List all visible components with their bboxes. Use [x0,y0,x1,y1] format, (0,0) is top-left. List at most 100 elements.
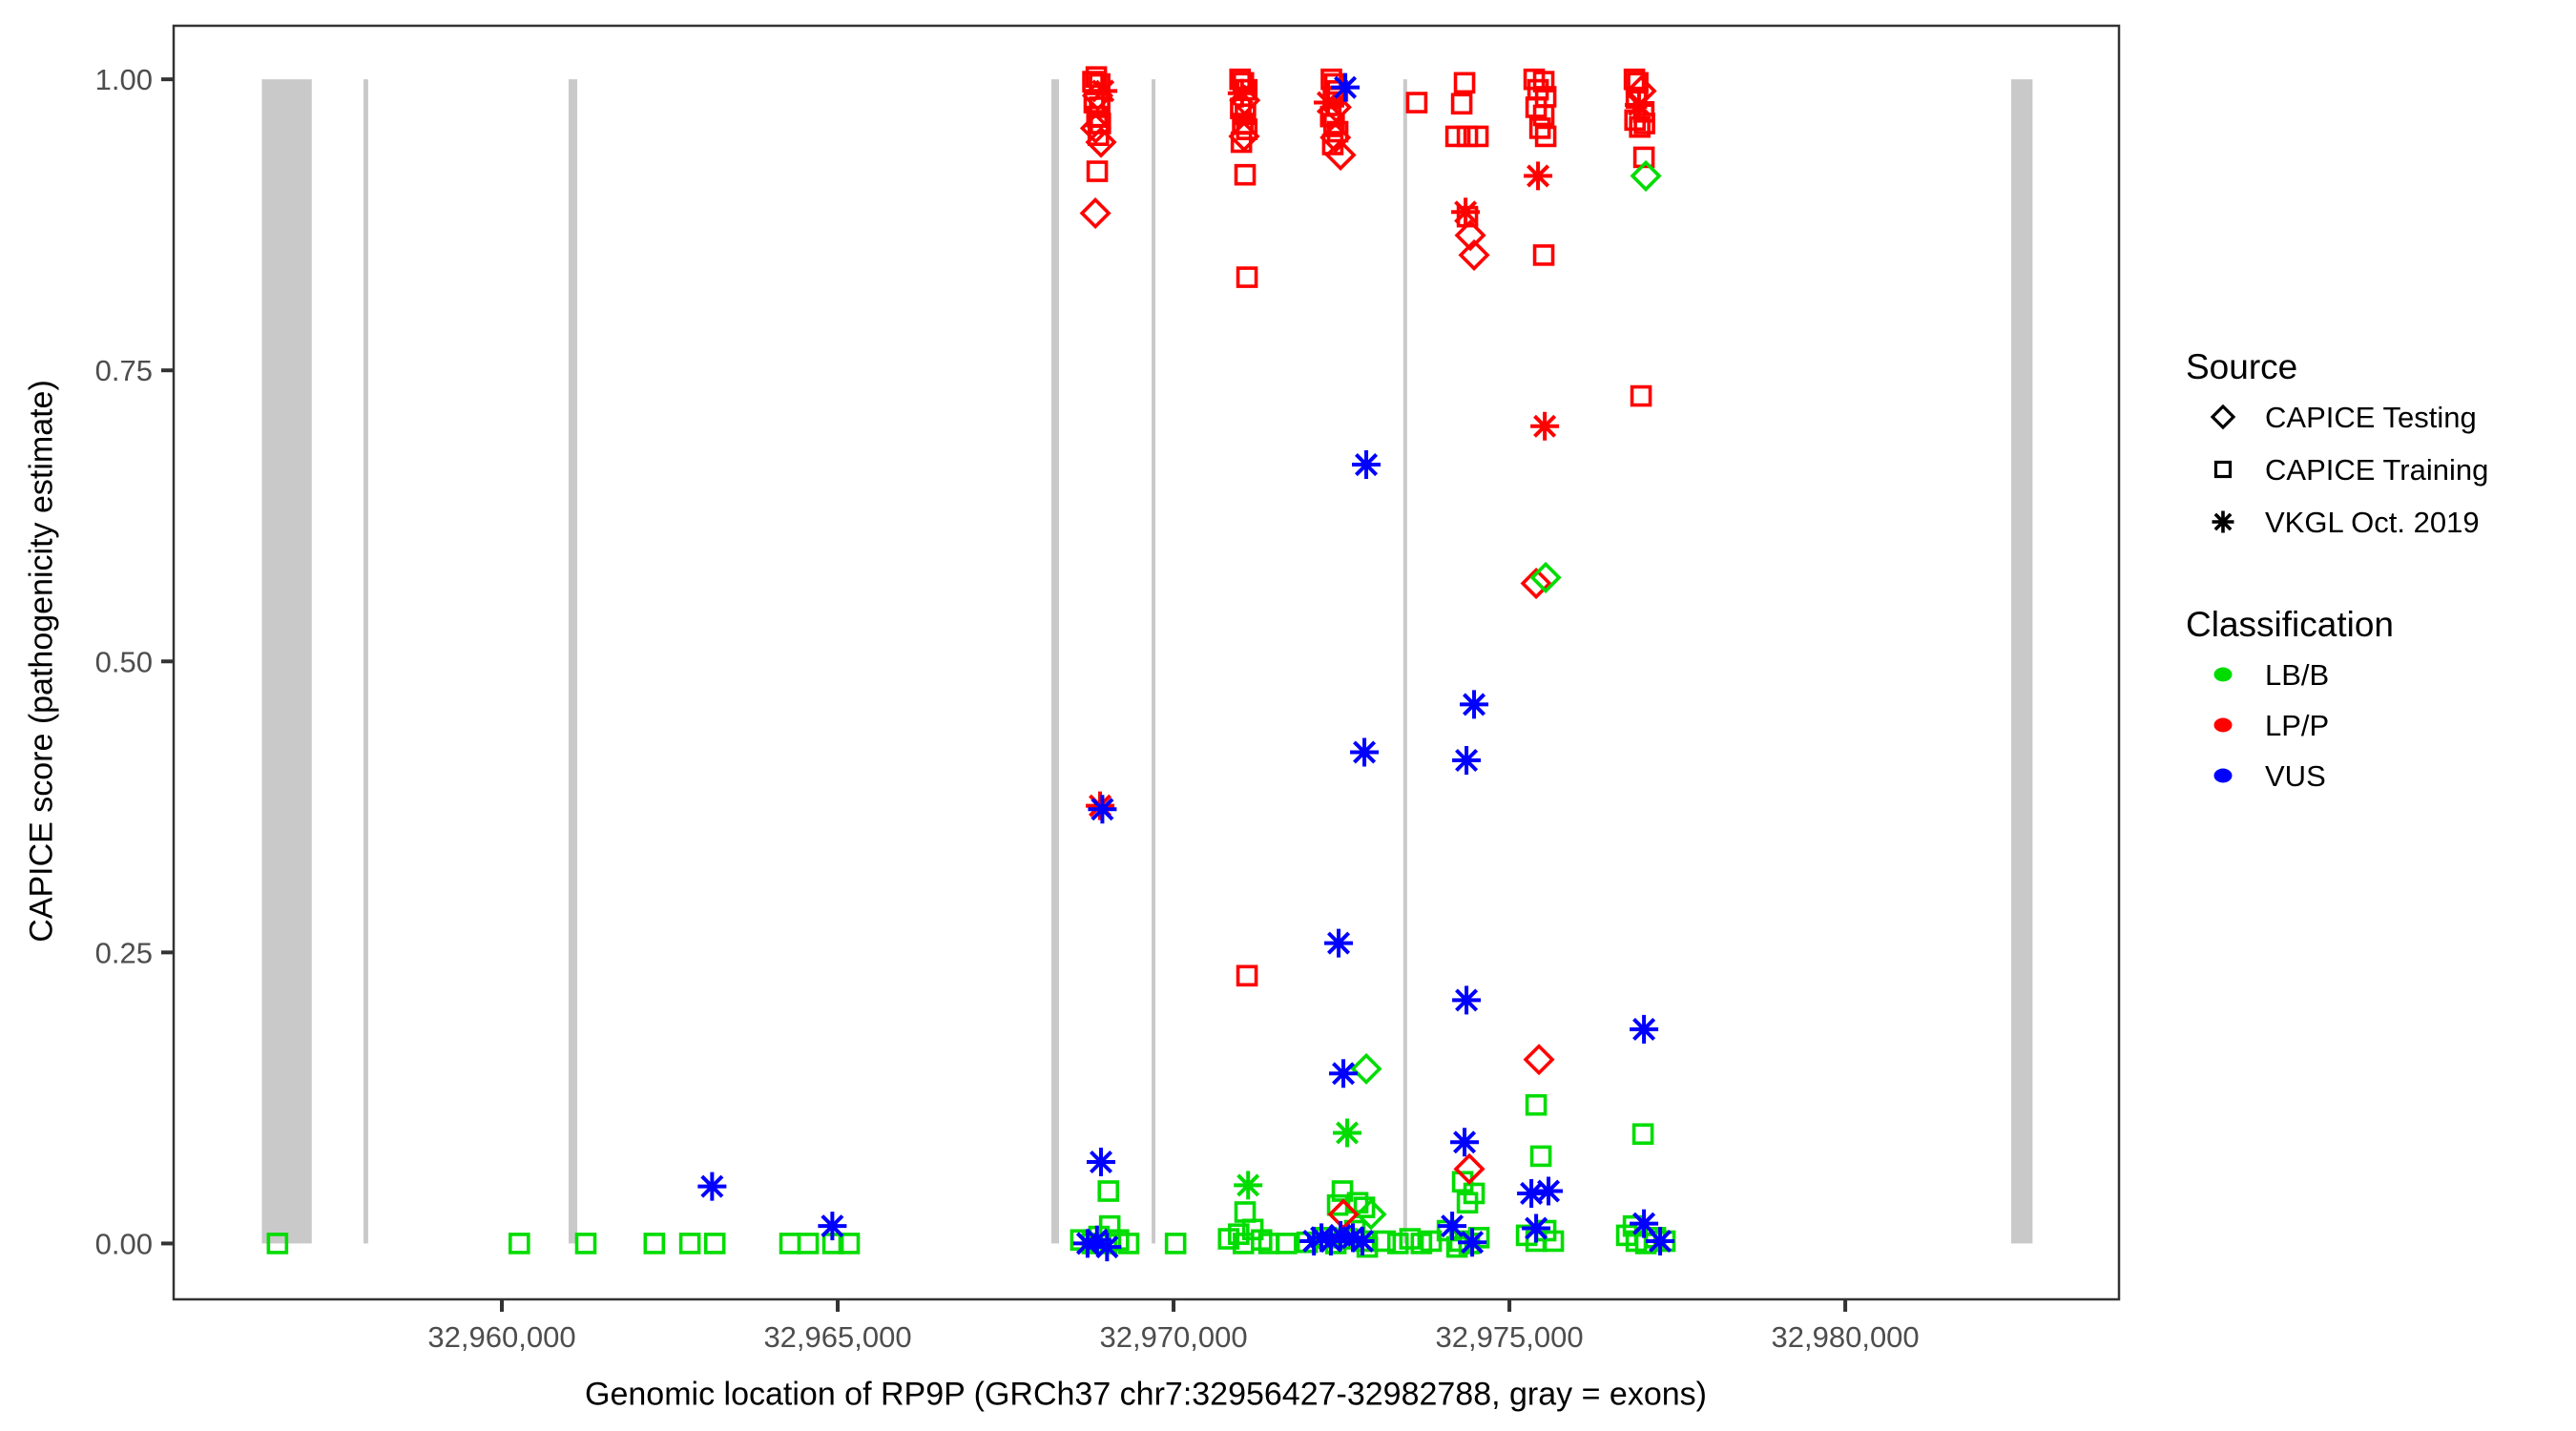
data-point-asterisk [1451,197,1481,227]
data-point-asterisk [1452,985,1482,1015]
data-point-square [1236,266,1258,288]
data-point-square [1525,1093,1548,1116]
data-point-diamond [1079,197,1111,230]
exon-bar [1402,79,1407,1244]
data-point-square [1164,1233,1187,1255]
data-point-square [1117,1233,1140,1255]
data-point-asterisk [1307,1223,1337,1253]
x-tick-label: 32,975,000 [1435,1320,1583,1354]
data-point-asterisk [1450,1128,1480,1157]
legend-classification-title: Classification [2186,605,2394,644]
data-point-square [838,1233,861,1255]
data-point-asterisk [1072,1229,1102,1258]
legend-class-dot [2213,717,2233,733]
data-point-asterisk [1350,737,1380,767]
data-point-asterisk [1534,1176,1564,1206]
data-point-asterisk [818,1212,847,1241]
data-point-asterisk [1087,1148,1116,1177]
data-point-square [1234,1201,1257,1223]
data-point-diamond [1350,1052,1382,1085]
exon-bar [363,79,368,1244]
data-point-square [1097,1180,1120,1202]
exon-bar [1152,79,1156,1244]
data-point-square [1532,244,1555,266]
data-point-square [1276,1233,1298,1255]
data-point-asterisk [1324,928,1354,958]
data-point-asterisk [1524,161,1553,191]
y-tick-label: 1.00 [95,63,153,96]
x-tick-label: 32,965,000 [763,1320,911,1354]
data-point-diamond [1523,1044,1555,1076]
y-tick-label: 0.25 [95,936,153,969]
data-point-diamond [1458,238,1490,271]
data-point-square [1631,1123,1654,1146]
data-point-asterisk [1348,1226,1378,1255]
data-point-diamond [1453,1152,1485,1185]
data-point-diamond [1319,121,1352,154]
data-point-square [1230,131,1253,154]
data-point-asterisk [1339,1223,1368,1253]
data-point-asterisk [1092,1233,1122,1262]
legend-source-item-label: CAPICE Testing [2265,401,2477,434]
legend-a-symbol [2212,510,2234,533]
legend-classification-item-label: LP/P [2265,709,2329,742]
legend-classification-item-label: VUS [2265,759,2326,793]
y-tick-label: 0.75 [95,354,153,387]
data-point-square [1450,93,1473,115]
data-point-asterisk [1333,1118,1362,1148]
data-point-diamond [1319,91,1352,123]
x-tick-label: 32,980,000 [1772,1320,1920,1354]
data-point-square [1319,105,1342,128]
data-point-square [509,1233,530,1255]
data-point-diamond [1355,1198,1387,1231]
data-point-asterisk [1438,1212,1467,1241]
data-point-asterisk [697,1172,727,1201]
data-point-square [1353,1196,1376,1218]
data-point-square [1086,160,1109,182]
panel-border [172,24,2121,1301]
data-point-square [1405,92,1428,114]
legend-s-symbol [2213,460,2233,479]
data-point-square [1529,1145,1552,1168]
y-tick-label: 0.00 [95,1227,153,1260]
data-point-square [1633,113,1655,135]
data-point-asterisk [1082,1225,1111,1255]
data-point-square [266,1233,289,1255]
legend-d-symbol [2210,404,2236,430]
data-point-square [1236,964,1258,987]
x-tick-label: 32,960,000 [427,1320,575,1354]
data-point-square [1630,384,1652,407]
y-tick-label: 0.50 [95,645,153,678]
data-point-diamond [1454,219,1486,252]
data-point-square [1386,1233,1409,1255]
legend-source-title: Source [2186,347,2298,386]
data-point-asterisk [1458,1228,1487,1257]
data-point-asterisk [1624,90,1653,119]
data-point-square [1230,97,1252,119]
data-point-asterisk [1331,73,1361,102]
data-point-square [1083,92,1106,114]
data-point-diamond [1085,126,1117,158]
data-point-asterisk [1234,1171,1263,1200]
data-point-asterisk [1630,1014,1659,1044]
legend-classification-item-label: LB/B [2265,658,2329,692]
data-point-square [1534,125,1557,148]
data-point-square [1453,72,1476,94]
legend-source-item-label: CAPICE Training [2265,453,2488,487]
data-point-square [1444,125,1467,148]
data-point-asterisk [1089,76,1118,106]
data-point-square [1090,113,1111,135]
data-point-asterisk [1329,1059,1359,1089]
data-point-square [779,1233,801,1255]
data-point-square [574,1233,597,1255]
data-point-square [1234,163,1257,186]
data-point-asterisk [1452,746,1482,776]
data-point-square [1466,125,1489,148]
legend-class-dot [2213,667,2233,682]
data-point-diamond [1529,561,1562,593]
x-axis-title: Genomic location of RP9P (GRCh37 chr7:32… [585,1376,1707,1413]
data-point-asterisk [1227,78,1257,108]
legend-source-item-label: VKGL Oct. 2019 [2265,506,2480,539]
data-point-asterisk [1460,690,1489,719]
